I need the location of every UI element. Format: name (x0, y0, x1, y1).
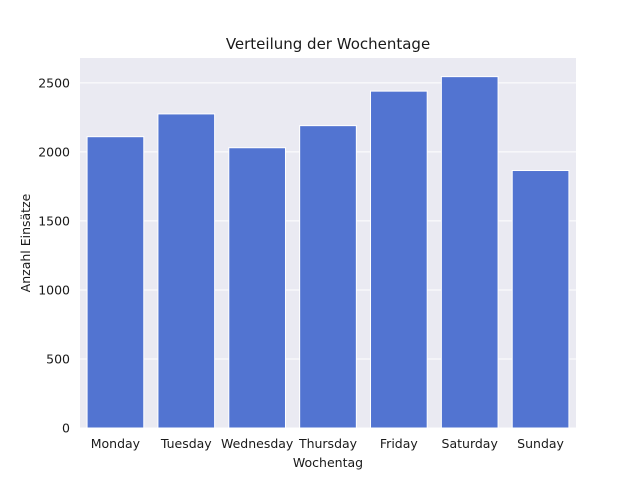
y-tick-label: 1500 (38, 213, 70, 228)
x-tick-label: Monday (91, 436, 141, 451)
x-tick-label: Saturday (442, 436, 499, 451)
x-axis-label: Wochentag (293, 455, 363, 470)
y-tick-label: 2500 (38, 75, 70, 90)
bar-friday (370, 90, 428, 429)
y-tick-label: 2000 (38, 144, 70, 159)
y-axis-label: Anzahl Einsätze (18, 193, 33, 292)
y-tick-label: 500 (46, 351, 70, 366)
bar-sunday (511, 170, 570, 429)
x-axis-ticks: Monday Tuesday Wednesday Thursday Friday Satu… (91, 436, 565, 451)
x-tick-label: Thursday (298, 436, 358, 451)
bar-tuesday (157, 113, 216, 429)
x-tick-label: Wednesday (221, 436, 294, 451)
x-tick-label: Sunday (517, 436, 564, 451)
bar-wednesday (228, 147, 286, 429)
chart-title: Verteilung der Wochentage (226, 35, 430, 53)
x-tick-label: Friday (380, 436, 418, 451)
y-axis-ticks: 0 500 1000 1500 2000 2500 (38, 75, 70, 435)
bars (86, 76, 570, 429)
bar-monday (86, 136, 145, 429)
y-tick-label: 1000 (38, 282, 70, 297)
x-tick-label: Tuesday (160, 436, 212, 451)
bar-saturday (440, 76, 499, 429)
bar-thursday (299, 125, 357, 429)
y-tick-label: 0 (62, 421, 70, 436)
